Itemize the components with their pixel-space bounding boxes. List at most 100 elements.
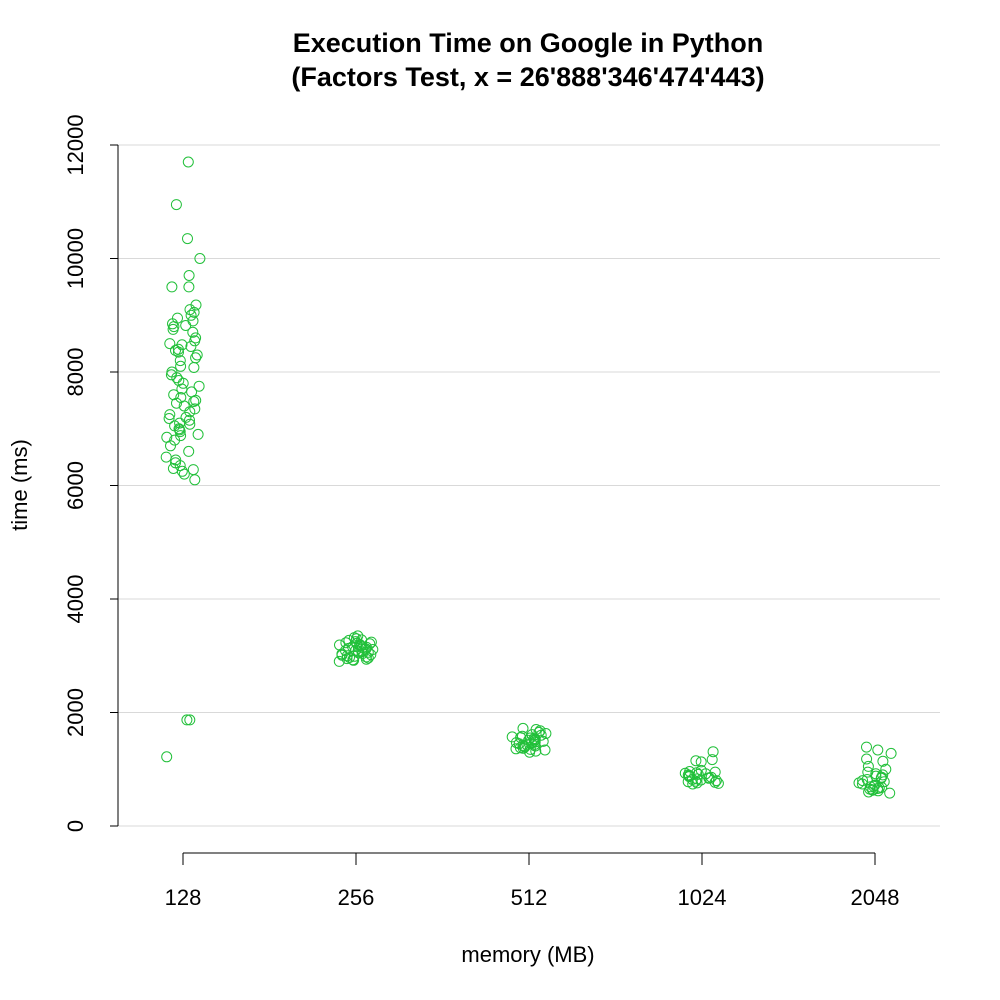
data-point: [178, 468, 190, 480]
data-point: [185, 341, 197, 352]
data-point: [176, 465, 188, 477]
data-point: [182, 233, 193, 245]
data-point: [187, 464, 199, 476]
data-point: [185, 309, 197, 321]
data-point: [184, 414, 195, 426]
data-point: [190, 394, 202, 406]
data-point: [184, 406, 196, 418]
data-point: [877, 755, 889, 767]
data-point: [187, 326, 199, 338]
data-point: [161, 751, 173, 763]
data-point: [174, 426, 186, 438]
y-tick-label: 4000: [63, 575, 88, 624]
data-points: [160, 156, 897, 799]
x-tick-label: 256: [338, 885, 375, 910]
data-point: [539, 744, 551, 756]
x-axis-label: memory (MB): [461, 942, 594, 967]
y-axis-label: time (ms): [7, 439, 32, 531]
data-point: [164, 409, 176, 421]
data-point: [530, 745, 542, 757]
data-point: [166, 281, 178, 293]
data-point: [506, 731, 518, 743]
data-point: [171, 372, 183, 384]
data-point: [707, 746, 719, 758]
data-point: [691, 777, 703, 789]
y-tick-label: 2000: [63, 688, 88, 737]
data-point: [176, 383, 188, 395]
data-point: [173, 346, 184, 358]
data-point: [188, 362, 200, 373]
y-tick-label: 10000: [63, 228, 88, 289]
data-point: [690, 775, 702, 787]
data-point: [194, 253, 206, 264]
data-point: [861, 753, 873, 765]
data-point: [167, 323, 179, 335]
data-point: [188, 306, 200, 318]
data-point: [540, 728, 552, 739]
data-point: [170, 344, 181, 356]
data-point: [174, 355, 186, 367]
data-point: [189, 335, 201, 347]
x-tick-label: 128: [165, 885, 202, 910]
data-point: [191, 349, 203, 361]
x-tick-label: 2048: [851, 885, 900, 910]
data-point: [712, 777, 724, 789]
data-point: [163, 413, 175, 424]
axes: 0 2000 4000 6000 8000 10000 12000 128 256 512 1024…: [63, 114, 899, 910]
x-tick-label: 512: [511, 885, 548, 910]
data-point: [862, 760, 874, 772]
data-point: [180, 320, 192, 331]
data-point: [863, 786, 875, 798]
data-point: [175, 360, 187, 372]
y-tick-label: 6000: [63, 461, 88, 510]
data-point: [165, 440, 176, 452]
y-tick-label: 0: [63, 820, 88, 832]
data-point: [183, 270, 195, 281]
data-point: [856, 778, 868, 790]
data-point: [160, 451, 172, 463]
data-point: [706, 754, 718, 766]
data-point: [193, 380, 205, 392]
data-point: [710, 775, 722, 787]
data-point: [171, 397, 182, 409]
y-tick-label: 12000: [63, 114, 88, 175]
chart-title: Execution Time on Google in Python: [293, 28, 764, 58]
data-point: [334, 639, 345, 651]
data-point: [703, 772, 715, 784]
data-point: [184, 714, 196, 726]
data-point: [343, 634, 355, 646]
data-point: [333, 655, 345, 667]
data-point: [524, 746, 536, 758]
data-point: [690, 755, 702, 767]
x-tick-label: 1024: [678, 885, 727, 910]
data-point: [170, 199, 182, 211]
data-point: [884, 787, 896, 799]
data-point: [857, 775, 869, 787]
y-tick-label: 8000: [63, 348, 88, 397]
data-point: [872, 744, 884, 756]
chart-subtitle: (Factors Test, x = 26'888'346'474'443): [291, 62, 764, 92]
data-point: [183, 281, 195, 293]
data-point: [169, 434, 181, 446]
data-point: [181, 714, 193, 726]
data-point: [177, 377, 189, 389]
data-point: [861, 741, 872, 753]
data-point: [184, 418, 196, 430]
data-point: [165, 369, 177, 381]
data-point: [192, 428, 204, 440]
data-point: [695, 756, 707, 768]
data-point: [180, 411, 192, 423]
data-point: [687, 778, 699, 790]
data-point: [178, 400, 190, 412]
data-point: [188, 396, 200, 407]
data-point: [885, 747, 897, 759]
data-point: [190, 352, 202, 364]
data-point: [362, 652, 374, 664]
data-point: [510, 743, 522, 755]
data-point: [341, 653, 353, 665]
data-point: [348, 654, 360, 666]
data-point: [164, 338, 176, 350]
data-point: [183, 445, 195, 457]
data-point: [347, 654, 359, 666]
